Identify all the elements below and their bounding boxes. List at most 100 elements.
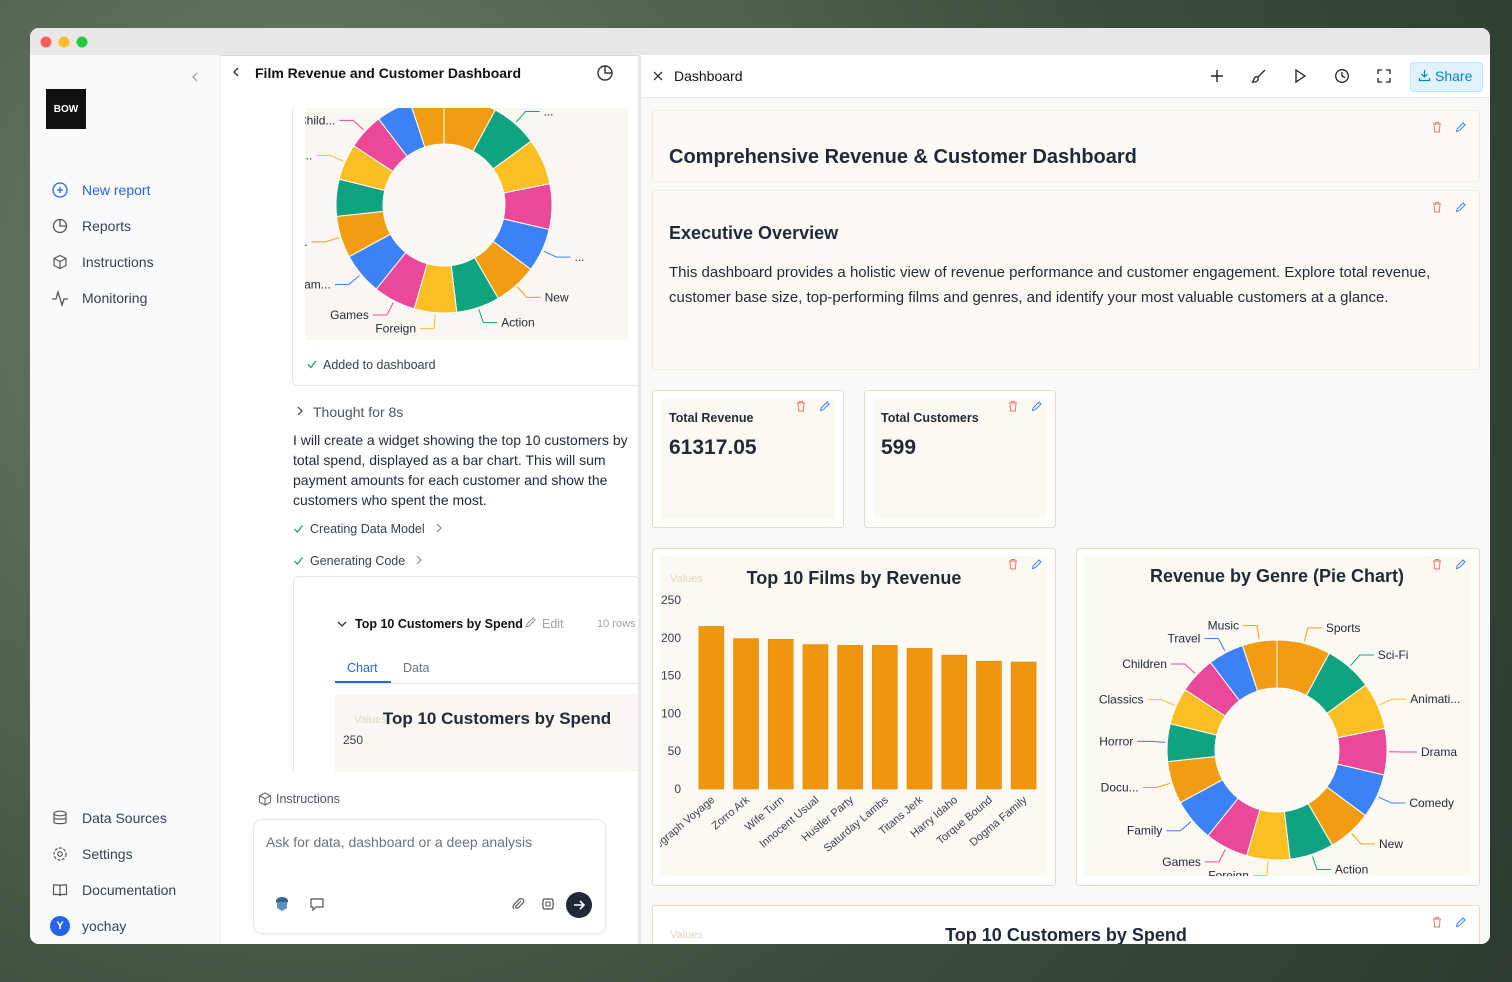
slice-label: ... (305, 235, 308, 249)
kpi-inner (873, 399, 1047, 519)
chevron[interactable] (336, 618, 348, 630)
delete-icon[interactable] (1431, 916, 1443, 928)
tab[interactable]: Data (403, 661, 430, 675)
user-name[interactable]: yochay (82, 918, 127, 934)
slice-label: Sports (1326, 621, 1361, 635)
kpi-card (864, 390, 1056, 528)
leader-line (311, 237, 340, 243)
logo: BOW (46, 89, 86, 129)
leader-line (1204, 849, 1226, 863)
cube-icon (53, 254, 67, 270)
instructions-link[interactable]: Instructions (276, 792, 340, 806)
chart-card (292, 108, 638, 386)
chart-title: Revenue by Genre (Pie Chart) (1150, 566, 1404, 586)
bar (976, 660, 1002, 790)
leader-line (1204, 637, 1226, 652)
bar (1010, 661, 1037, 790)
leader-line (1350, 654, 1374, 666)
tab[interactable]: Chart (347, 661, 378, 675)
slice-label: Music (1208, 619, 1239, 633)
dashboard-tab: Dashboard (674, 68, 743, 84)
edit-icon[interactable] (1455, 201, 1467, 213)
y-tick-label: 50 (668, 744, 682, 758)
edit-icon[interactable] (819, 400, 831, 412)
leader-line (1170, 663, 1196, 674)
slice-label: New (1379, 837, 1403, 851)
chevron[interactable] (294, 405, 306, 417)
leader-line (1137, 740, 1166, 743)
edit-icon[interactable] (524, 616, 537, 629)
slice-label: New (545, 290, 569, 304)
kpi-value: 599 (881, 436, 917, 459)
window-controls[interactable] (40, 36, 90, 48)
edit-icon[interactable] (1455, 121, 1467, 133)
delete-icon[interactable] (1431, 121, 1443, 133)
plus-icon (52, 182, 68, 198)
send-button[interactable] (565, 891, 593, 919)
chevron (436, 523, 442, 533)
slice-label: Docu... (1101, 780, 1139, 794)
nav-item[interactable]: Monitoring (82, 290, 148, 306)
add-icon[interactable] (1209, 68, 1225, 84)
leader-line (372, 302, 394, 316)
database-icon[interactable] (273, 895, 291, 913)
widget-card (293, 576, 638, 772)
chip-icon[interactable] (540, 896, 556, 912)
slice-label: Classics (1099, 693, 1144, 707)
row-count: 10 rows (597, 618, 636, 630)
input-placeholder[interactable]: Ask for data, dashboard or a deep analys… (266, 834, 533, 850)
overview-card (652, 190, 1480, 370)
nav-item[interactable]: New report (82, 182, 151, 198)
delete-icon[interactable] (1431, 558, 1443, 570)
status-text: Added to dashboard (323, 358, 436, 372)
films-bar-chart: Values Top 10 Films by Revenue 0 50 100 150 20… (660, 556, 1047, 876)
nav-item[interactable]: Settings (82, 846, 133, 862)
edit-icon[interactable] (1031, 400, 1043, 412)
cube-icon (258, 792, 272, 806)
attach-icon[interactable] (510, 896, 526, 912)
avatar[interactable]: Y (50, 916, 70, 936)
slice-label: Action (1335, 863, 1368, 876)
share-button[interactable] (1410, 62, 1483, 92)
delete-icon[interactable] (795, 400, 807, 412)
kpi-inner (661, 399, 835, 519)
edit-label[interactable]: Edit (542, 617, 564, 631)
delete-icon[interactable] (1007, 558, 1019, 570)
slice-label: Family (1127, 824, 1162, 838)
slice-label: Children (1122, 657, 1167, 671)
delete-icon[interactable] (1007, 400, 1019, 412)
edit-icon[interactable] (1455, 916, 1467, 928)
edit-icon[interactable] (1455, 558, 1467, 570)
step[interactable]: Creating Data Model (310, 522, 425, 536)
report-icon[interactable] (596, 64, 614, 82)
share-label[interactable]: Share (1435, 68, 1473, 84)
nav-item[interactable]: Data Sources (82, 810, 167, 826)
nav-item[interactable]: Instructions (82, 254, 154, 270)
slice-label: Games (330, 308, 369, 322)
chat-input[interactable] (253, 819, 606, 934)
close-icon[interactable] (652, 70, 664, 82)
history-icon[interactable] (1334, 68, 1350, 84)
overview-text: This dashboard provides a holistic view … (669, 264, 1431, 306)
collapse-icon[interactable] (189, 71, 201, 83)
reports-icon (52, 218, 68, 234)
fullscreen-icon[interactable] (1376, 68, 1392, 84)
chat-icon[interactable] (309, 896, 325, 912)
nav-item[interactable]: Reports (82, 218, 132, 234)
delete-icon[interactable] (1431, 201, 1443, 213)
nav-item[interactable]: Documentation (82, 882, 177, 898)
slice-label: Games (1162, 855, 1201, 869)
edit-icon[interactable] (1031, 558, 1043, 570)
database-icon (53, 810, 67, 825)
step[interactable]: Generating Code (310, 554, 406, 568)
play-icon[interactable] (1292, 68, 1308, 84)
bar (941, 654, 968, 790)
y-tick-label: 150 (661, 669, 681, 683)
brush-icon[interactable] (1251, 68, 1267, 84)
back-icon[interactable] (230, 66, 242, 78)
thought[interactable]: Thought for 8s (313, 404, 404, 420)
leader-line (515, 111, 540, 123)
axis-title: Values (670, 573, 703, 585)
slice-label: Travel (1167, 631, 1200, 645)
slice-label: Foreign (375, 322, 416, 336)
